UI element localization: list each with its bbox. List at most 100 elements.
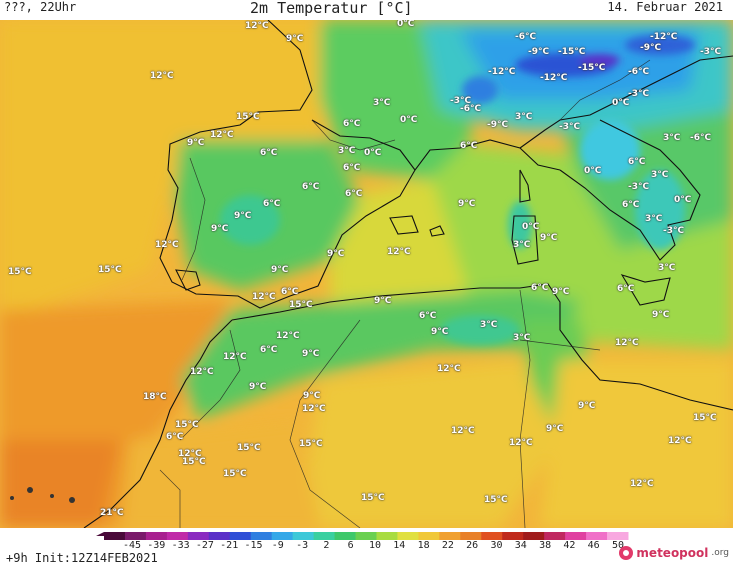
- temperature-label: 9°C: [374, 296, 392, 306]
- temperature-label: 0°C: [584, 166, 602, 176]
- temperature-label: -12°C: [488, 67, 516, 77]
- color-scale-tick: -21: [220, 540, 239, 551]
- temperature-label: -6°C: [690, 133, 712, 143]
- temperature-label: 12°C: [615, 338, 639, 348]
- temperature-label: 6°C: [260, 345, 278, 355]
- color-scale-tick: 26: [466, 540, 479, 551]
- temperature-label: 15°C: [8, 267, 32, 277]
- temperature-label: 9°C: [652, 310, 670, 320]
- temperature-field: [0, 20, 733, 528]
- temperature-label: -9°C: [640, 43, 662, 53]
- color-scale-tick: 46: [587, 540, 600, 551]
- model-run-label: ???, 22Uhr: [4, 0, 77, 14]
- temperature-label: 6°C: [263, 199, 281, 209]
- color-swatch: [104, 532, 126, 540]
- temperature-label: 9°C: [286, 34, 304, 44]
- temperature-label: 12°C: [451, 426, 475, 436]
- temperature-label: 6°C: [302, 182, 320, 192]
- temperature-label: -6°C: [628, 67, 650, 77]
- color-scale-tick: 2: [323, 540, 330, 551]
- temperature-label: 9°C: [458, 199, 476, 209]
- temperature-label: 9°C: [303, 391, 321, 401]
- temperature-label: -9°C: [528, 47, 550, 57]
- color-scale-ticks: -45 -39 -33 -27 -21 -15 -9 -3 2 6 10 14 18 22 26 30 34 38…: [0, 540, 733, 552]
- temperature-label: 15°C: [223, 469, 247, 479]
- temperature-label: 15°C: [175, 420, 199, 430]
- temperature-label: 9°C: [187, 138, 205, 148]
- temperature-label: 12°C: [630, 479, 654, 489]
- temperature-label: -9°C: [487, 120, 509, 130]
- color-scale-tick: -27: [195, 540, 214, 551]
- temperature-label: 9°C: [302, 349, 320, 359]
- color-swatch: [481, 532, 503, 540]
- temperature-label: 6°C: [260, 148, 278, 158]
- temperature-label: 3°C: [663, 133, 681, 143]
- color-scale-tick: 6: [347, 540, 354, 551]
- temperature-label: 15°C: [484, 495, 508, 505]
- forecast-date: 14. Februar 2021: [607, 0, 723, 14]
- color-swatch: [418, 532, 440, 540]
- color-swatch: [292, 532, 315, 540]
- color-swatch: [229, 532, 252, 540]
- temperature-label: 6°C: [343, 163, 361, 173]
- temperature-map[interactable]: 12°C 0°C 9°C -6°C -12°C -9°C -15°C -9°C -3°C 12°C…: [0, 20, 733, 528]
- temperature-label: -3°C: [450, 96, 472, 106]
- temperature-label: -12°C: [650, 32, 678, 42]
- temperature-label: 0°C: [397, 20, 415, 29]
- temperature-label: 6°C: [419, 311, 437, 321]
- temperature-label: 12°C: [155, 240, 179, 250]
- color-swatch: [502, 532, 524, 540]
- temperature-label: 6°C: [628, 157, 646, 167]
- temperature-label: 3°C: [480, 320, 498, 330]
- color-swatch: [439, 532, 461, 540]
- temperature-label: 12°C: [150, 71, 174, 81]
- color-scale-tick: 10: [368, 540, 382, 551]
- temperature-label: -3°C: [700, 47, 722, 57]
- temperature-label: 6°C: [531, 283, 549, 293]
- color-scale-tick: -39: [147, 540, 166, 551]
- temperature-label: -6°C: [460, 104, 482, 114]
- meteopool-logo[interactable]: meteopool .org: [619, 546, 729, 560]
- temperature-label: 12°C: [509, 438, 533, 448]
- color-scale-tick: 14: [393, 540, 406, 551]
- temperature-label: 6°C: [617, 284, 635, 294]
- temperature-label: 12°C: [178, 449, 202, 459]
- temperature-label: -6°C: [515, 32, 537, 42]
- color-scale-tick: -45: [122, 540, 142, 551]
- temperature-label: 15°C: [237, 443, 261, 453]
- init-time-label: +9h Init:12Z14FEB2021: [6, 551, 158, 565]
- color-swatch: [376, 532, 398, 540]
- temperature-label: 15°C: [182, 457, 206, 467]
- color-scale-tick: -9: [271, 540, 284, 551]
- temperature-label: 9°C: [552, 287, 570, 297]
- color-swatch: [397, 532, 419, 540]
- temperature-label: 9°C: [234, 211, 252, 221]
- logo-tld: .org: [711, 548, 729, 558]
- temperature-label: 15°C: [98, 265, 122, 275]
- temperature-label: 0°C: [400, 115, 418, 125]
- temperature-label: 9°C: [271, 265, 289, 275]
- color-swatch: [166, 532, 189, 540]
- temperature-label: 12°C: [223, 352, 247, 362]
- color-swatch: [187, 532, 210, 540]
- temperature-label: 21°C: [100, 508, 124, 518]
- color-swatch: [145, 532, 168, 540]
- color-swatch: [208, 532, 231, 540]
- color-swatch: [523, 532, 545, 540]
- temperature-label: 6°C: [281, 287, 299, 297]
- temperature-label: 12°C: [668, 436, 692, 446]
- temperature-label: 12°C: [302, 404, 326, 414]
- color-scale-tick: 38: [539, 540, 552, 551]
- temperature-label: 12°C: [437, 364, 461, 374]
- temperature-label: 15°C: [236, 112, 260, 122]
- temperature-label: 15°C: [693, 413, 717, 423]
- map-title: 2m Temperatur [°C]: [250, 0, 413, 17]
- color-scale-tick: 18: [417, 540, 430, 551]
- temperature-label: 9°C: [431, 327, 449, 337]
- temperature-label: 15°C: [299, 439, 323, 449]
- logo-icon: [619, 546, 634, 560]
- temperature-label: 12°C: [387, 247, 411, 257]
- temperature-label: 6°C: [343, 119, 361, 129]
- temperature-label: 3°C: [658, 263, 676, 273]
- color-swatch: [565, 532, 587, 540]
